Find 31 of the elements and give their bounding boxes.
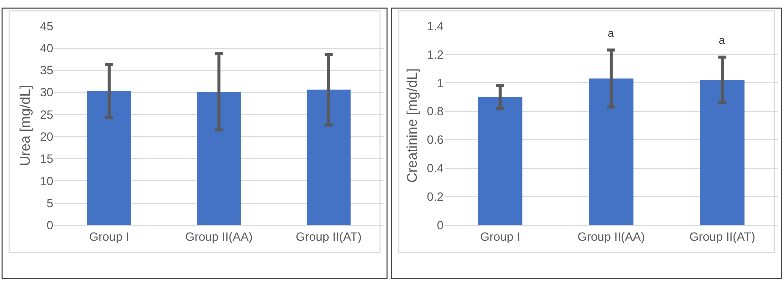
bar [700, 80, 745, 226]
annotation: a [719, 35, 726, 47]
y-tick-label: 20 [40, 130, 54, 144]
y-axis-title: Creatinine [mg/dL] [404, 68, 420, 183]
y-tick-label: 35 [40, 64, 54, 78]
y-tick-label: 0.4 [427, 162, 444, 176]
y-tick-label: 1.2 [427, 48, 444, 62]
y-axis-title: Urea [mg/dL] [16, 85, 33, 166]
y-tick-label: 1.4 [427, 19, 444, 34]
x-tick-label: Group II(AT) [296, 230, 362, 244]
y-tick-label: 25 [40, 108, 54, 122]
x-tick-label: Group I [89, 230, 130, 244]
annotation: a [608, 28, 615, 40]
y-tick-label: 30 [40, 86, 54, 100]
y-tick-label: 0 [46, 218, 54, 233]
y-tick-label: 1 [437, 76, 444, 90]
y-tick-label: 0.8 [427, 104, 444, 119]
x-tick-label: Group II(AT) [690, 230, 756, 244]
y-tick-label: 45 [40, 19, 54, 34]
y-tick-label: 15 [40, 152, 54, 166]
x-tick-label: Group II(AA) [186, 230, 253, 244]
y-tick-label: 10 [40, 174, 54, 188]
y-tick-label: 5 [46, 196, 54, 210]
x-tick-label: Group II(AA) [578, 230, 646, 244]
y-tick-label: 0.6 [427, 133, 444, 148]
bar [478, 97, 523, 226]
x-tick-label: Group I [480, 230, 520, 244]
y-tick-label: 0 [437, 218, 444, 233]
y-tick-label: 0.2 [427, 190, 444, 204]
y-tick-label: 40 [40, 41, 54, 56]
bar [589, 78, 634, 226]
